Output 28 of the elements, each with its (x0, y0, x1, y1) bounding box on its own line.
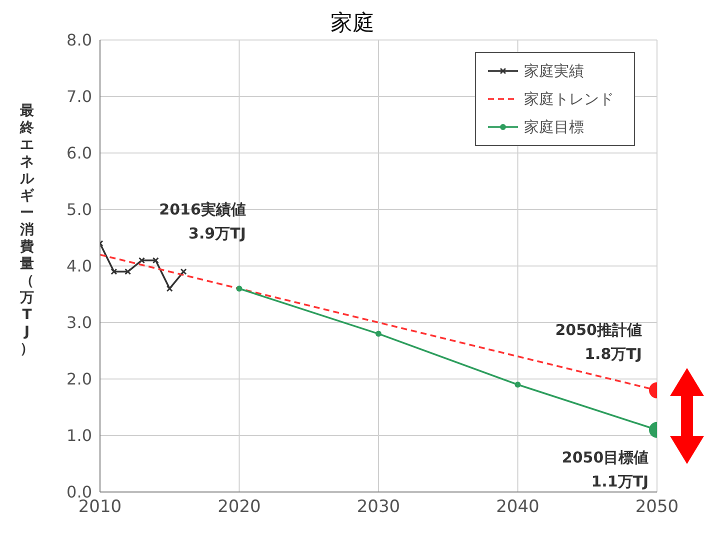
point (124, 268, 132, 275)
legend-label: 家庭目標 (524, 117, 584, 138)
x-tick-label: 2010 (78, 497, 122, 518)
annotation: 2050目標値 1.1万TJ (562, 448, 649, 491)
y-tick-label: 5.0 (66, 200, 92, 220)
y-tick-label: 1.0 (66, 426, 92, 446)
x-tick-label: 2050 (635, 497, 679, 518)
point (152, 257, 159, 264)
x-tick-label: 2040 (496, 497, 540, 518)
y-tick-label: 7.0 (66, 87, 92, 106)
x-tick-label: 2030 (356, 497, 400, 518)
y-tick-label: 8.0 (66, 30, 92, 50)
text: 最終エネルギー消費量（万TJ） (20, 103, 34, 357)
annotation: 2016実績値 3.9万TJ (159, 200, 246, 242)
annotation: 2050推計値 1.8万TJ (555, 321, 642, 364)
point (110, 268, 118, 275)
y-tick-label: 2.0 (66, 370, 92, 389)
point (138, 257, 146, 264)
y-tick-label: 3.0 (66, 313, 92, 332)
x-tick-label: 2020 (218, 497, 261, 518)
point (166, 285, 173, 292)
y-tick-label: 6.0 (66, 144, 92, 163)
legend-label: 家庭トレンド (524, 89, 614, 110)
legend-label: 家庭実績 (524, 61, 584, 82)
point (180, 268, 187, 275)
chart-title: 家庭 (330, 11, 374, 36)
y-tick-label: 4.0 (66, 256, 92, 276)
point (236, 286, 242, 292)
